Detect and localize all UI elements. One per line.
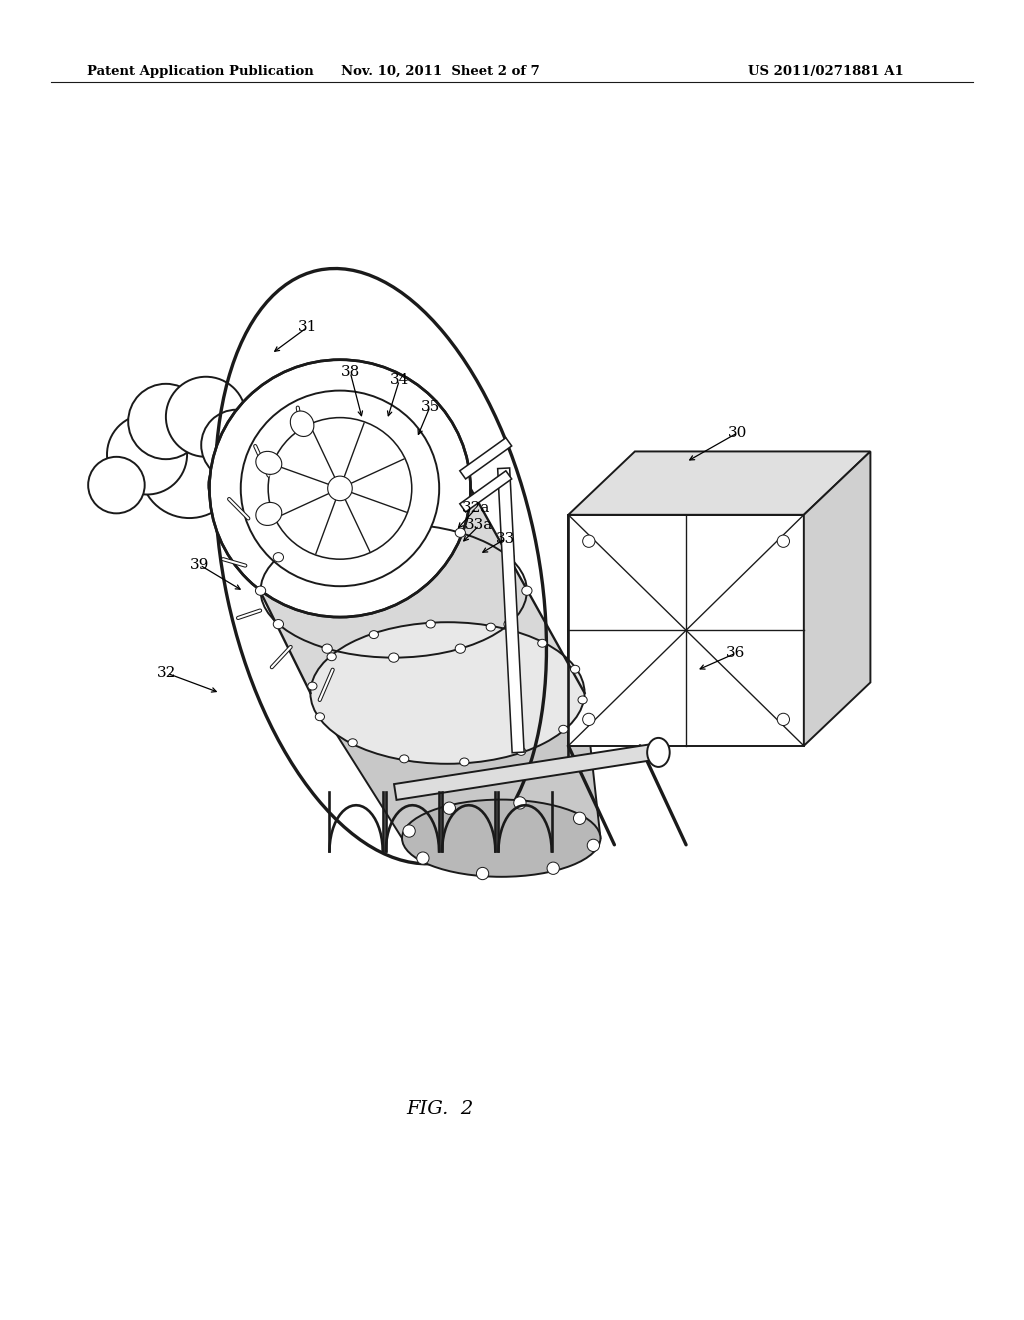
Text: FIG.  2: FIG. 2 (407, 1100, 474, 1118)
Circle shape (208, 454, 269, 516)
Ellipse shape (522, 586, 532, 595)
Ellipse shape (399, 755, 409, 763)
Text: Nov. 10, 2011  Sheet 2 of 7: Nov. 10, 2011 Sheet 2 of 7 (341, 65, 540, 78)
Ellipse shape (327, 653, 336, 661)
Text: Patent Application Publication: Patent Application Publication (87, 65, 313, 78)
Polygon shape (210, 488, 585, 693)
Ellipse shape (291, 411, 314, 437)
Ellipse shape (516, 747, 525, 755)
Text: 33a: 33a (465, 519, 494, 532)
Ellipse shape (256, 503, 282, 525)
Circle shape (403, 825, 416, 837)
Ellipse shape (310, 622, 585, 764)
Ellipse shape (308, 682, 317, 690)
Ellipse shape (370, 631, 379, 639)
Polygon shape (568, 451, 870, 515)
Text: 30: 30 (728, 426, 746, 440)
Text: 36: 36 (726, 647, 744, 660)
Ellipse shape (504, 619, 514, 628)
Circle shape (587, 840, 599, 851)
Text: 34: 34 (390, 374, 409, 387)
Circle shape (328, 477, 352, 500)
Ellipse shape (348, 739, 357, 747)
Ellipse shape (322, 644, 332, 653)
Polygon shape (310, 693, 600, 838)
Circle shape (108, 414, 187, 495)
Ellipse shape (268, 417, 412, 560)
Circle shape (140, 420, 239, 517)
Circle shape (417, 851, 429, 865)
Ellipse shape (460, 758, 469, 766)
Polygon shape (804, 451, 870, 746)
Ellipse shape (210, 359, 471, 618)
Circle shape (443, 803, 456, 814)
Text: 32a: 32a (462, 502, 490, 515)
Circle shape (777, 713, 790, 726)
Ellipse shape (256, 451, 282, 474)
Ellipse shape (570, 665, 580, 673)
Ellipse shape (559, 725, 568, 733)
Circle shape (547, 862, 559, 874)
Ellipse shape (456, 528, 466, 537)
Circle shape (476, 867, 488, 879)
Polygon shape (460, 438, 512, 479)
Ellipse shape (241, 391, 439, 586)
Text: US 2011/0271881 A1: US 2011/0271881 A1 (748, 65, 903, 78)
Text: 39: 39 (190, 558, 209, 572)
Ellipse shape (456, 644, 466, 653)
Circle shape (583, 713, 595, 726)
Text: 38: 38 (341, 366, 359, 379)
Circle shape (583, 535, 595, 548)
Text: 31: 31 (298, 321, 316, 334)
Circle shape (88, 457, 144, 513)
Polygon shape (460, 471, 512, 512)
Ellipse shape (538, 639, 547, 647)
Ellipse shape (322, 528, 332, 537)
Circle shape (514, 797, 526, 809)
Ellipse shape (273, 619, 284, 628)
Circle shape (777, 535, 790, 548)
Polygon shape (394, 744, 651, 800)
Ellipse shape (578, 696, 587, 704)
Text: 35: 35 (421, 400, 439, 413)
Text: 33: 33 (497, 532, 515, 545)
Ellipse shape (647, 738, 670, 767)
Circle shape (166, 376, 246, 457)
Polygon shape (498, 469, 524, 752)
Ellipse shape (315, 713, 325, 721)
Ellipse shape (389, 519, 399, 528)
Polygon shape (568, 515, 804, 746)
Ellipse shape (273, 553, 284, 562)
Circle shape (201, 409, 271, 480)
Ellipse shape (389, 653, 399, 663)
Ellipse shape (486, 623, 496, 631)
Circle shape (573, 812, 586, 825)
Ellipse shape (402, 800, 600, 876)
Text: 32: 32 (158, 667, 176, 680)
Ellipse shape (426, 620, 435, 628)
Circle shape (128, 384, 204, 459)
Ellipse shape (255, 586, 265, 595)
Ellipse shape (504, 553, 514, 562)
